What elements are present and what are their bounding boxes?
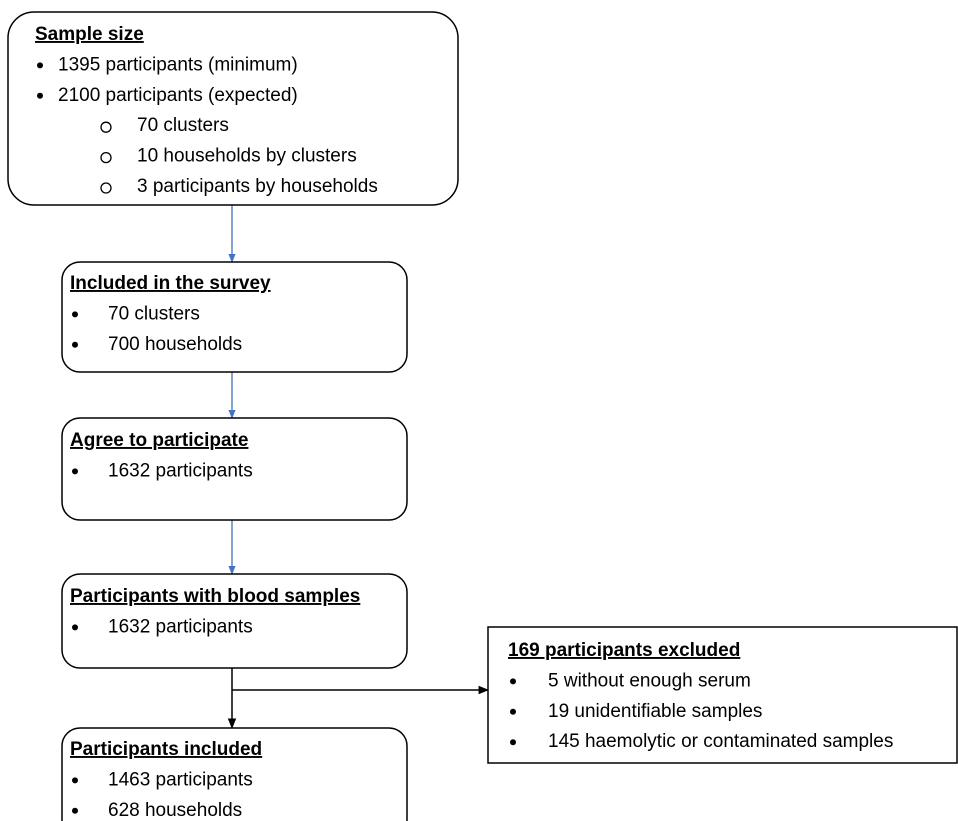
node-title: Agree to participate — [70, 430, 248, 451]
node-box — [61, 727, 408, 821]
node-box — [7, 11, 459, 206]
sub-bullet — [100, 121, 112, 133]
bullet — [510, 678, 516, 685]
node-item: 5 without enough serum — [548, 670, 751, 691]
node-title: Included in the survey — [70, 273, 271, 294]
node: Included in the survey 70 clusters 700 hou… — [61, 261, 408, 373]
node-item: 1632 participants — [108, 616, 253, 637]
node-item: 19 unidentifiable samples — [548, 701, 762, 722]
node-box — [487, 626, 958, 764]
bullet — [510, 708, 516, 715]
connectors — [227, 205, 490, 730]
node-title: 169 participants excluded — [508, 640, 740, 661]
bullet — [72, 624, 78, 631]
node-title: Sample size — [35, 24, 144, 45]
bullet — [72, 468, 78, 475]
node: Participants included 1463 participants 62… — [61, 727, 408, 821]
node-subitem: 10 households by clusters — [137, 146, 357, 167]
node-box — [61, 573, 408, 669]
node-item: 1395 participants (minimum) — [58, 54, 298, 75]
bullet — [37, 92, 43, 99]
node-item: 2100 participants (expected) — [58, 85, 298, 106]
node-item: 1632 participants — [108, 460, 253, 481]
node-subitem: 70 clusters — [137, 115, 229, 136]
node-item: 700 households — [108, 334, 242, 355]
bullet — [72, 807, 78, 814]
node-item: 145 haemolytic or contaminated samples — [548, 731, 893, 752]
bullet — [37, 62, 43, 69]
node: Sample size 1395 participants (minimum) 21… — [7, 11, 459, 206]
node-item: 628 households — [108, 800, 242, 821]
bullet — [510, 739, 516, 746]
node-box — [61, 417, 408, 521]
node-subitem: 3 participants by households — [137, 176, 378, 197]
node-item: 1463 participants — [108, 769, 253, 790]
sub-bullet — [100, 182, 112, 194]
bullet — [72, 311, 78, 318]
node: Agree to participate 1632 participants — [61, 417, 408, 521]
node: 169 participants excluded 5 without enoug… — [487, 626, 958, 764]
bullet — [72, 341, 78, 348]
sub-bullet — [100, 151, 112, 164]
node-item: 70 clusters — [108, 303, 200, 324]
node: Participants with blood samples 1632 part… — [61, 573, 408, 669]
node-title: Participants with blood samples — [70, 586, 360, 607]
node-title: Participants included — [70, 739, 262, 760]
node-box — [61, 261, 408, 373]
bullet — [72, 777, 78, 784]
